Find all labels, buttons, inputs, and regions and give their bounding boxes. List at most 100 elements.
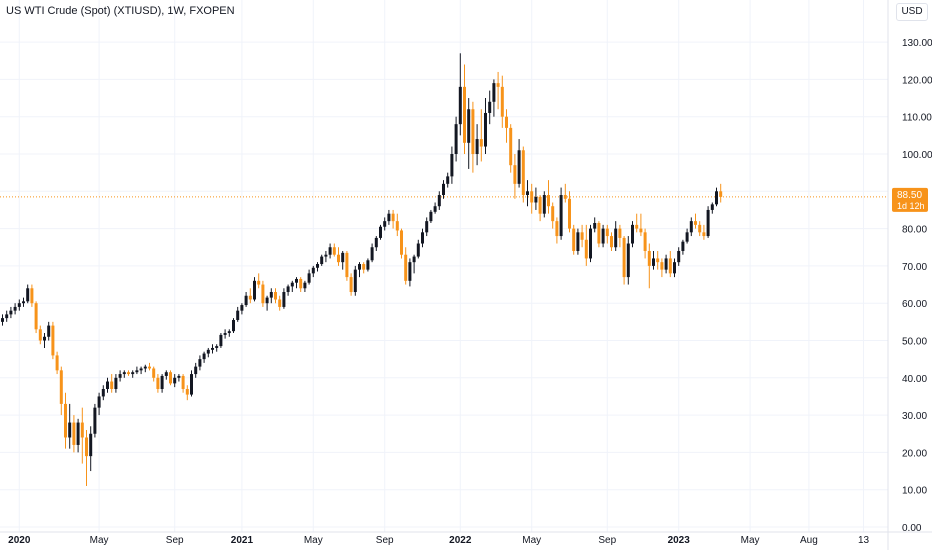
- candle-body: [660, 262, 664, 270]
- candle-body: [572, 228, 576, 251]
- candle-body: [387, 213, 391, 222]
- candle-body: [597, 223, 601, 244]
- candle-body: [219, 334, 223, 347]
- candle-body: [656, 258, 660, 263]
- candle-body: [584, 239, 588, 259]
- candle-body: [139, 368, 143, 371]
- y-tick-label: 10.00: [902, 486, 927, 497]
- candle-body: [538, 196, 542, 214]
- candle-body: [328, 247, 332, 255]
- candle-body: [59, 370, 63, 404]
- candle-body: [639, 228, 643, 233]
- candle-body: [479, 139, 483, 147]
- candle-body: [664, 258, 668, 270]
- candle-body: [80, 422, 84, 438]
- candle-body: [458, 86, 462, 125]
- candle-body: [685, 232, 689, 242]
- candle-body: [610, 236, 613, 248]
- candle-body: [349, 277, 353, 293]
- candle-body: [563, 195, 567, 199]
- candle-body: [22, 301, 25, 304]
- candle-body: [118, 374, 122, 378]
- candle-body: [618, 228, 622, 238]
- candle-body: [647, 250, 651, 266]
- candle-body: [614, 228, 618, 248]
- candle-body: [521, 150, 525, 196]
- candle-body: [286, 286, 290, 293]
- candle-body: [43, 336, 46, 341]
- candle-body: [320, 256, 324, 265]
- candle-body: [463, 86, 466, 143]
- y-tick-label: 110.00: [902, 113, 932, 124]
- candle-body: [492, 83, 496, 102]
- candle-body: [47, 325, 51, 337]
- candle-body: [353, 269, 357, 293]
- candle-body: [278, 299, 282, 307]
- candle-body: [719, 191, 723, 197]
- candle-body: [131, 372, 135, 375]
- candle-body: [362, 264, 366, 270]
- candle-body: [694, 221, 697, 225]
- candle-body: [454, 124, 458, 154]
- candle-body: [437, 195, 441, 207]
- candle-body: [303, 282, 307, 289]
- candle-body: [374, 237, 378, 248]
- candle-body: [152, 368, 156, 378]
- x-tick-label: May: [90, 535, 109, 546]
- candle-body: [169, 372, 172, 384]
- candle-body: [509, 127, 513, 166]
- candle-body: [5, 314, 9, 319]
- candle-body: [194, 366, 198, 375]
- candle-body: [93, 407, 97, 434]
- candle-body: [668, 258, 672, 274]
- candle-body: [148, 366, 151, 369]
- candle-body: [379, 226, 382, 238]
- y-tick-label: 80.00: [902, 225, 927, 236]
- candle-body: [706, 209, 710, 237]
- candle-body: [311, 267, 315, 274]
- candle-body: [164, 372, 168, 376]
- candle-body: [215, 346, 219, 348]
- candle-body: [442, 183, 445, 196]
- candle-body: [122, 372, 126, 375]
- candle-body: [72, 422, 76, 445]
- candle-body: [547, 195, 550, 207]
- candle-body: [135, 370, 139, 373]
- y-tick-label: 50.00: [902, 337, 927, 348]
- candle-body: [236, 310, 240, 320]
- last-price-value: 88.50: [897, 190, 922, 201]
- candle-body: [177, 375, 181, 378]
- x-tick-label: May: [741, 535, 760, 546]
- candle-body: [274, 292, 277, 300]
- y-tick-label: 100.00: [902, 150, 932, 161]
- candle-body: [408, 262, 412, 281]
- candle-body: [383, 221, 387, 227]
- y-tick-label: 60.00: [902, 299, 927, 310]
- candle-body: [626, 243, 630, 278]
- candle-body: [580, 232, 584, 240]
- candle-body: [677, 250, 681, 263]
- candle-body: [198, 359, 202, 367]
- candle-body: [160, 375, 164, 389]
- candle-body: [568, 198, 571, 229]
- candle-body: [13, 306, 17, 311]
- candle-body: [269, 292, 273, 298]
- candle-body: [425, 221, 429, 233]
- candle-body: [450, 154, 454, 177]
- candle-body: [345, 252, 349, 278]
- candle-body: [1, 318, 4, 322]
- candle-body: [265, 297, 269, 304]
- candle-body: [416, 243, 420, 257]
- candle-body: [181, 375, 185, 389]
- candle-body: [593, 223, 597, 229]
- candle-body: [689, 221, 693, 233]
- candle-body: [559, 195, 563, 237]
- candle-body: [622, 237, 626, 278]
- currency-button[interactable]: USD: [896, 3, 928, 21]
- candle-body: [114, 377, 118, 389]
- candle-body: [173, 377, 177, 384]
- y-tick-label: 30.00: [902, 411, 927, 422]
- candle-body: [681, 241, 685, 251]
